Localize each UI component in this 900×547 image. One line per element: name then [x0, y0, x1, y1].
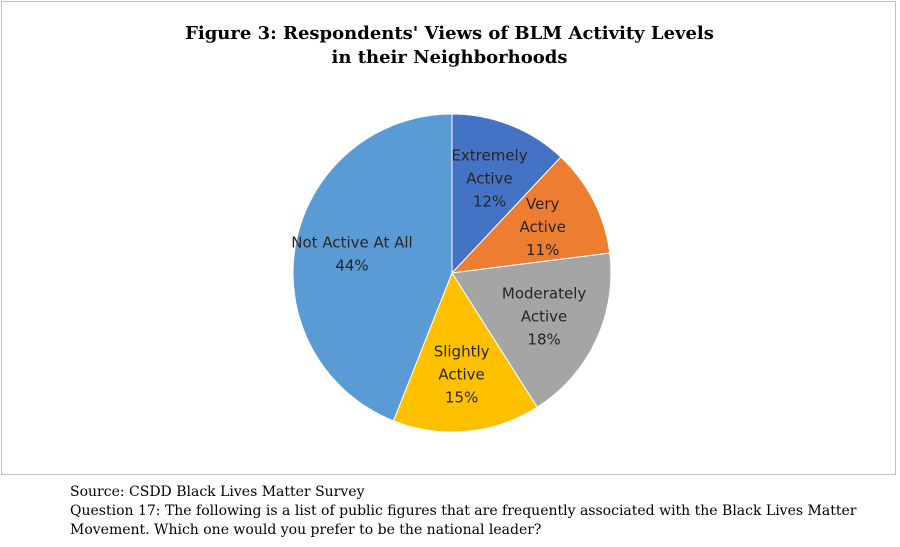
- pie-slice-moderately-active: [451, 252, 612, 408]
- source-note: Source: CSDD Black Lives Matter Survey: [70, 484, 365, 500]
- chart-frame: Figure 3: Respondents' Views of BLM Acti…: [1, 1, 896, 475]
- chart-title: Figure 3: Respondents' Views of BLM Acti…: [2, 22, 897, 70]
- slice-label-very-active: Very Active 11%: [519, 195, 565, 259]
- pie-slice-not-active-at-all: [292, 113, 453, 422]
- slice-category-label: Active: [519, 218, 565, 236]
- figure-caption: Source: CSDD Black Lives Matter Survey Q…: [70, 483, 870, 540]
- slice-category-label: Slightly: [434, 342, 490, 360]
- slice-category-label: Active: [521, 307, 567, 325]
- slice-label-not-active-at-all: Not Active At All 44%: [291, 233, 412, 274]
- slice-label-slightly-active: Slightly Active 15%: [434, 342, 490, 406]
- pie-slice-slightly-active: [392, 271, 538, 433]
- slice-value-label: 15%: [445, 388, 478, 406]
- slice-category-label: Active: [466, 169, 512, 187]
- slice-label-extremely-active: Extremely Active 12%: [451, 146, 527, 210]
- chart-title-line-2: in their Neighborhoods: [331, 47, 568, 68]
- question-note: Question 17: The following is a list of …: [70, 503, 857, 538]
- chart-title-line-1: Figure 3: Respondents' Views of BLM Acti…: [185, 23, 714, 44]
- slice-value-label: 18%: [527, 330, 560, 348]
- slice-label-moderately-active: Moderately Active 18%: [502, 284, 587, 348]
- pie-chart: Extremely Active 12% Very Active 11% Moderatel…: [291, 113, 612, 433]
- slice-category-label: Extremely: [451, 146, 527, 164]
- pie-slice-very-active: [450, 156, 611, 274]
- slice-value-label: 11%: [526, 241, 559, 259]
- slice-category-label: Not Active At All: [291, 233, 412, 251]
- pie-slice-extremely-active: [451, 113, 562, 275]
- slice-category-label: Very: [526, 195, 559, 213]
- slice-category-label: Active: [438, 365, 484, 383]
- slice-value-label: 44%: [335, 256, 368, 274]
- slice-value-label: 12%: [473, 192, 506, 210]
- slice-category-label: Moderately: [502, 284, 587, 302]
